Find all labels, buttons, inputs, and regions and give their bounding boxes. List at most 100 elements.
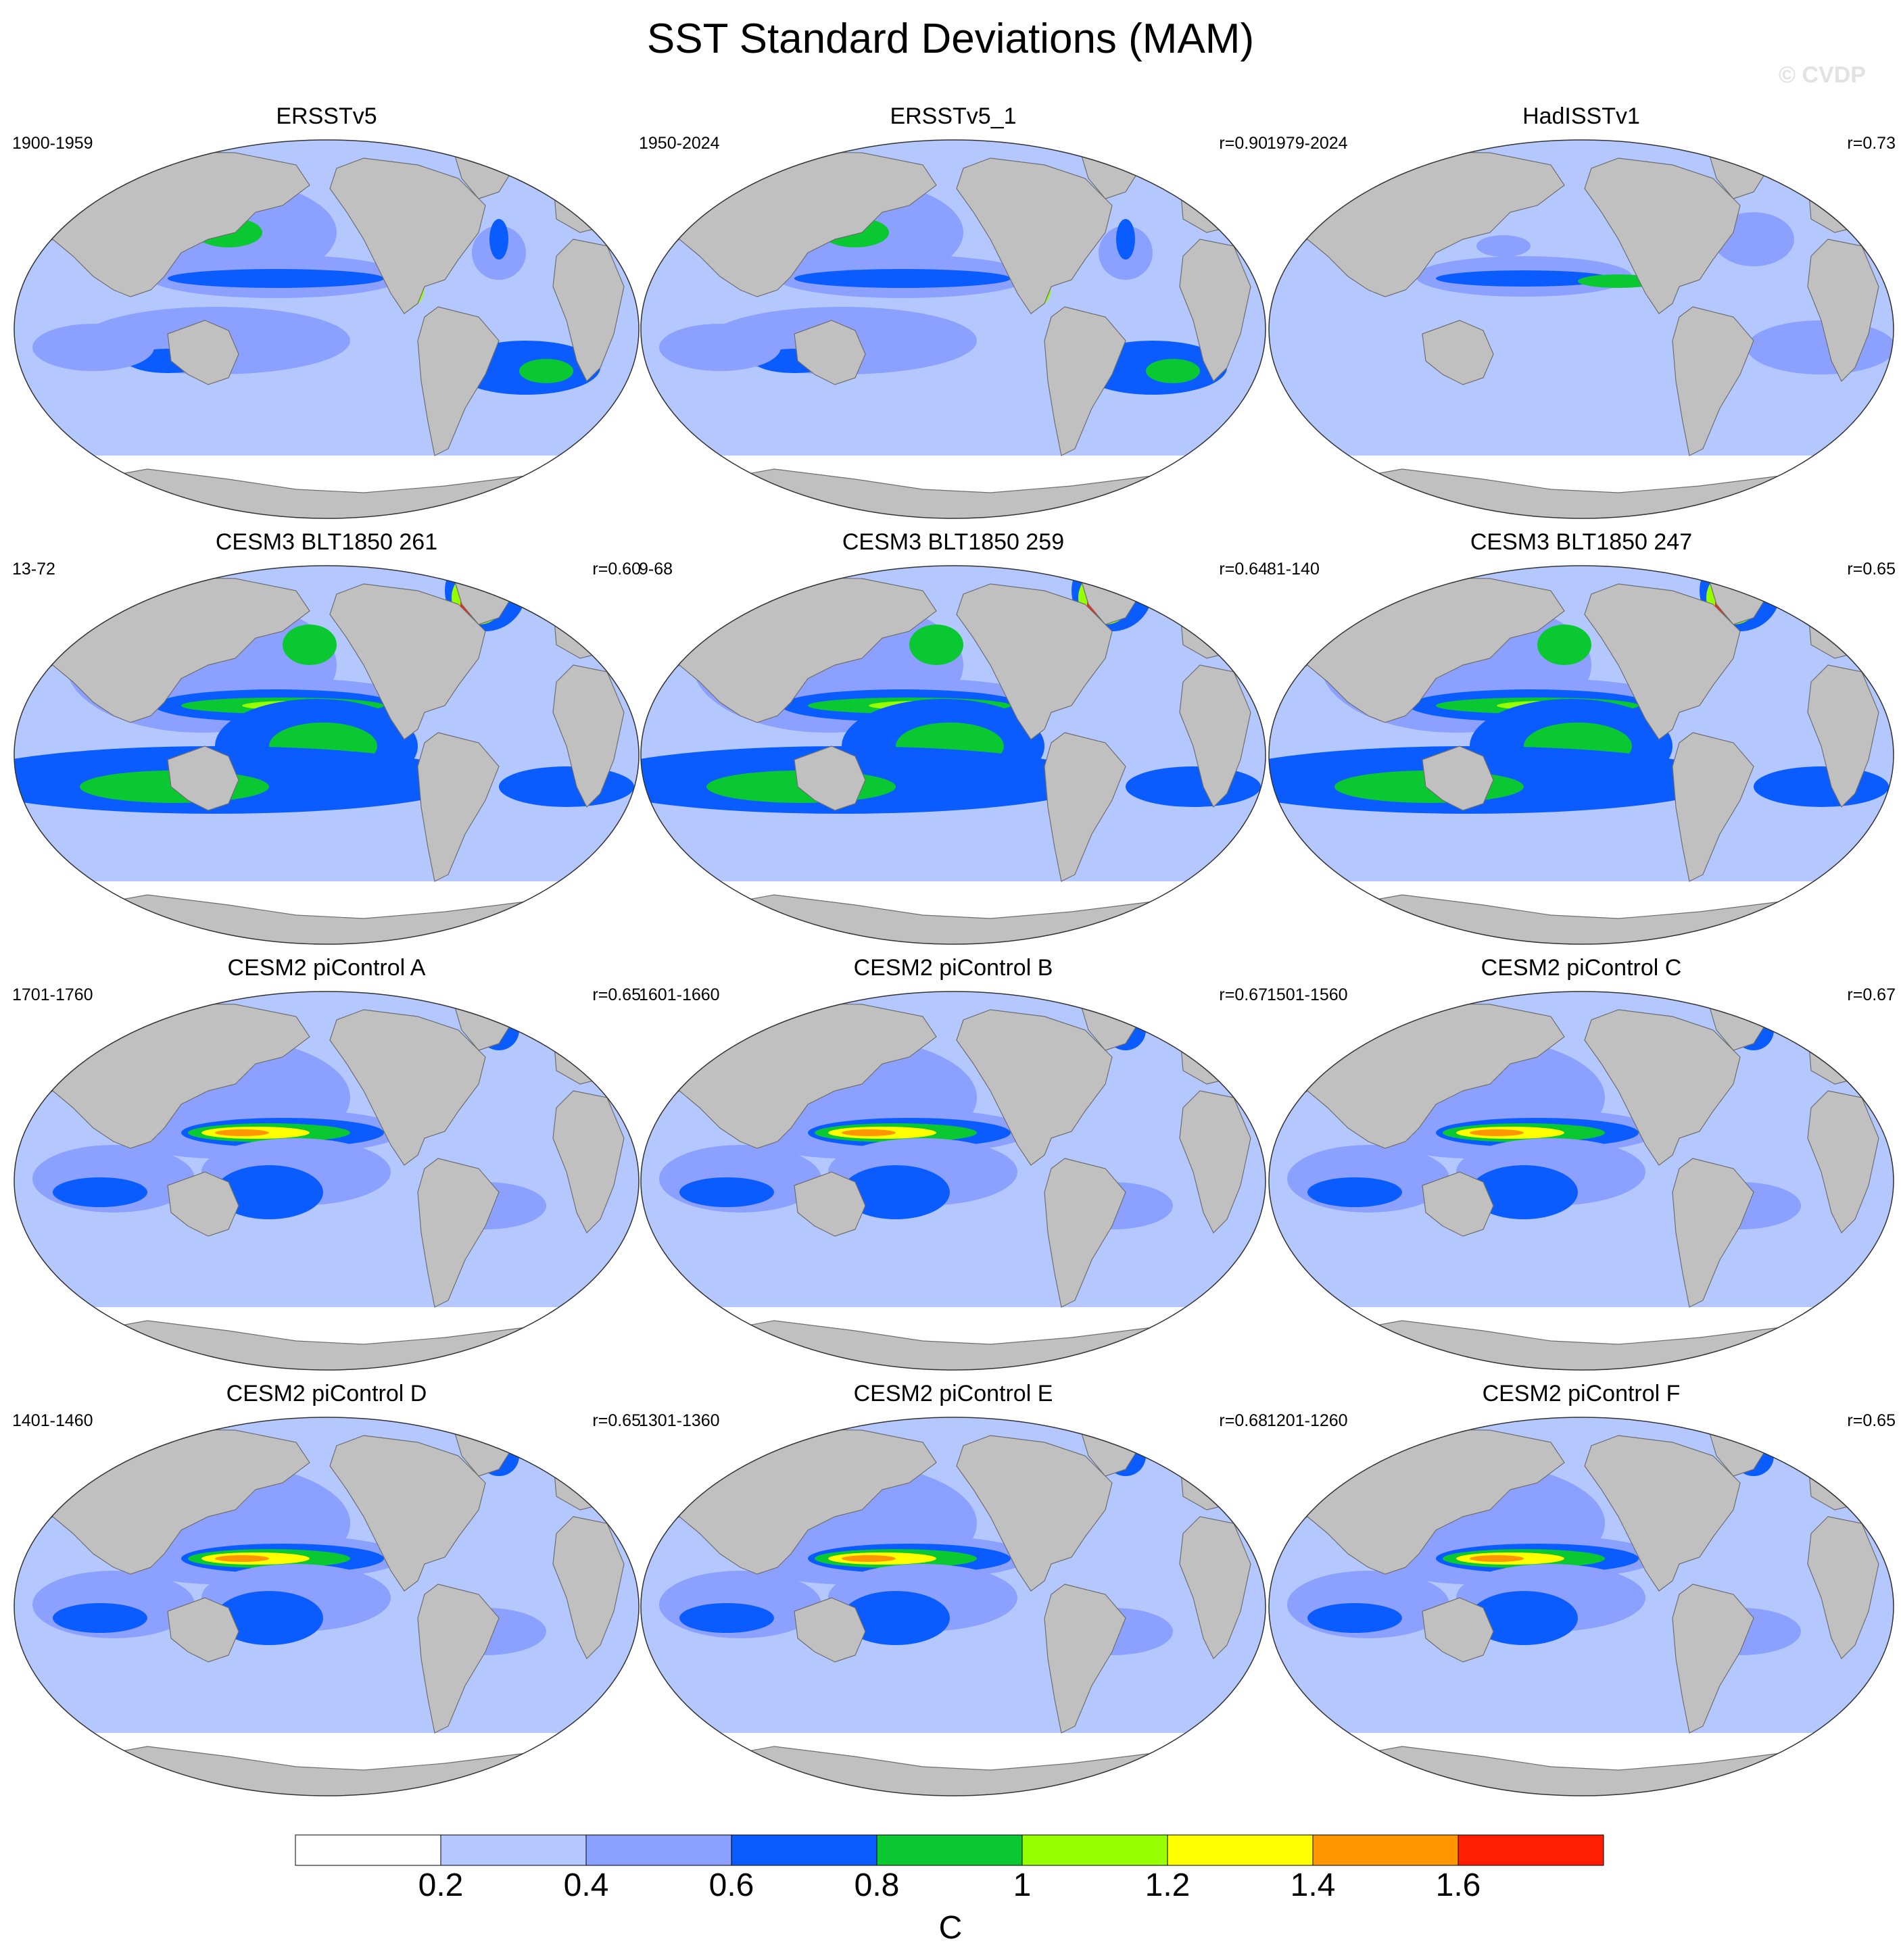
panel-title: CESM2 piControl D — [226, 1381, 427, 1406]
landmass-africa — [1179, 239, 1251, 383]
sst-field — [641, 566, 1266, 944]
sst-field — [641, 1417, 1266, 1796]
variability-region — [794, 269, 1011, 288]
map-panel: CESM3 BLT1850 261 13-72 r=0.60 — [12, 527, 641, 946]
variability-region — [1470, 1591, 1578, 1645]
landmass-europe — [1807, 164, 1890, 233]
map-panel: CESM3 BLT1850 247 81-140 r=0.65 — [1267, 527, 1896, 946]
panel-title: CESM3 BLT1850 261 — [215, 529, 438, 555]
landmass-africa — [1807, 239, 1879, 383]
landmass-australia — [1422, 1171, 1494, 1237]
landmass-australia — [167, 1597, 239, 1663]
variability-region — [679, 1177, 774, 1207]
landmass-samerica — [1672, 1584, 1754, 1734]
landmass-australia — [167, 745, 239, 811]
sst-field — [1269, 991, 1894, 1370]
variability-region — [215, 1165, 323, 1219]
landmass-europe — [1179, 590, 1261, 659]
variability-region — [842, 1555, 896, 1562]
colorbar-tick-label: 0.4 — [563, 1867, 609, 1903]
landmass-europe — [552, 164, 635, 233]
map-panel: CESM2 piControl C 1501-1560 r=0.67 — [1267, 953, 1896, 1372]
map-panel: CESM2 piControl D 1401-1460 r=0.65 — [12, 1379, 641, 1798]
panel-period: 1401-1460 — [12, 1411, 93, 1430]
panel-title: CESM3 BLT1850 259 — [842, 529, 1065, 555]
landmass-australia — [794, 1597, 866, 1663]
variability-region — [1476, 235, 1531, 257]
map-border — [1268, 1417, 1894, 1796]
variability-region — [1436, 270, 1612, 287]
variability-region — [909, 624, 963, 665]
colorbar-tick-label: 1.4 — [1290, 1867, 1336, 1903]
variability-region — [519, 359, 573, 383]
panel-title: ERSSTv5_1 — [890, 103, 1017, 129]
panel-period: 9-68 — [639, 560, 673, 579]
variability-region — [842, 1129, 896, 1136]
landmass-europe — [1807, 1016, 1890, 1085]
colorbar-segment — [731, 1834, 877, 1866]
colorbar-segment — [1458, 1834, 1604, 1866]
map-border — [14, 1417, 640, 1796]
sst-field — [14, 991, 639, 1370]
landmass-australia — [167, 1171, 239, 1237]
landmass-samerica — [1672, 306, 1754, 456]
colorbar-tick-label: 0.6 — [708, 1867, 754, 1903]
landmass-samerica — [1044, 1158, 1126, 1308]
map-panel: CESM2 piControl A 1701-1760 r=0.65 — [12, 953, 641, 1372]
panel-title: HadISSTv1 — [1522, 103, 1640, 129]
map-border — [1268, 565, 1894, 945]
map-border — [640, 565, 1266, 945]
colorbar-segment — [876, 1834, 1023, 1866]
map-panel: ERSSTv5 1900-1959 — [12, 101, 641, 520]
panel-pattern-correlation: r=0.73 — [1847, 134, 1896, 153]
variability-region — [32, 324, 154, 371]
panel-title: CESM2 piControl E — [853, 1381, 1053, 1406]
world-map — [1268, 139, 1894, 519]
landmass-europe — [1179, 1016, 1261, 1085]
world-map — [640, 565, 1266, 945]
landmass-africa — [1807, 1090, 1879, 1234]
panel-pattern-correlation: r=0.65 — [592, 985, 641, 1004]
panel-pattern-correlation: r=0.67 — [1219, 985, 1268, 1004]
landmass-africa — [1807, 664, 1879, 808]
landmass-africa — [552, 664, 625, 808]
world-map — [1268, 1417, 1894, 1796]
world-map — [14, 1417, 640, 1796]
variability-region — [1307, 1177, 1402, 1207]
variability-region — [842, 1591, 950, 1645]
landmass-europe — [1179, 164, 1261, 233]
landmass-africa — [552, 239, 625, 383]
panel-title: CESM2 piControl F — [1482, 1381, 1681, 1406]
colorbar-unit-label: C — [938, 1910, 963, 1946]
landmass-europe — [552, 1016, 635, 1085]
map-panel: HadISSTv1 1979-2024 r=0.73 — [1267, 101, 1896, 520]
sst-field — [14, 566, 639, 944]
landmass-africa — [552, 1090, 625, 1234]
landmass-europe — [1179, 1442, 1261, 1511]
colorbar — [295, 1834, 1604, 1866]
world-map — [640, 139, 1266, 519]
landmass-australia — [1422, 1597, 1494, 1663]
panel-pattern-correlation: r=0.68 — [1219, 1411, 1268, 1430]
landmass-australia — [167, 320, 239, 385]
colorbar-tick-label: 0.8 — [854, 1867, 900, 1903]
landmass-australia — [794, 320, 866, 385]
landmass-samerica — [1044, 1584, 1126, 1734]
map-panel: CESM2 piControl E 1301-1360 r=0.68 — [639, 1379, 1268, 1798]
variability-region — [215, 1591, 323, 1645]
variability-region — [283, 624, 337, 665]
world-map — [1268, 991, 1894, 1371]
panel-period: 81-140 — [1267, 560, 1320, 579]
panel-period: 1979-2024 — [1267, 134, 1348, 153]
world-map — [14, 565, 640, 945]
panel-pattern-correlation: r=0.64 — [1219, 560, 1268, 579]
variability-region — [1470, 1129, 1524, 1136]
landmass-europe — [552, 1442, 635, 1511]
sst-field — [1269, 566, 1894, 944]
landmass-europe — [1807, 590, 1890, 659]
landmass-samerica — [1672, 732, 1754, 882]
landmass-africa — [1807, 1516, 1879, 1660]
map-border — [14, 991, 640, 1371]
variability-region — [1470, 1165, 1578, 1219]
variability-region — [1146, 359, 1200, 383]
